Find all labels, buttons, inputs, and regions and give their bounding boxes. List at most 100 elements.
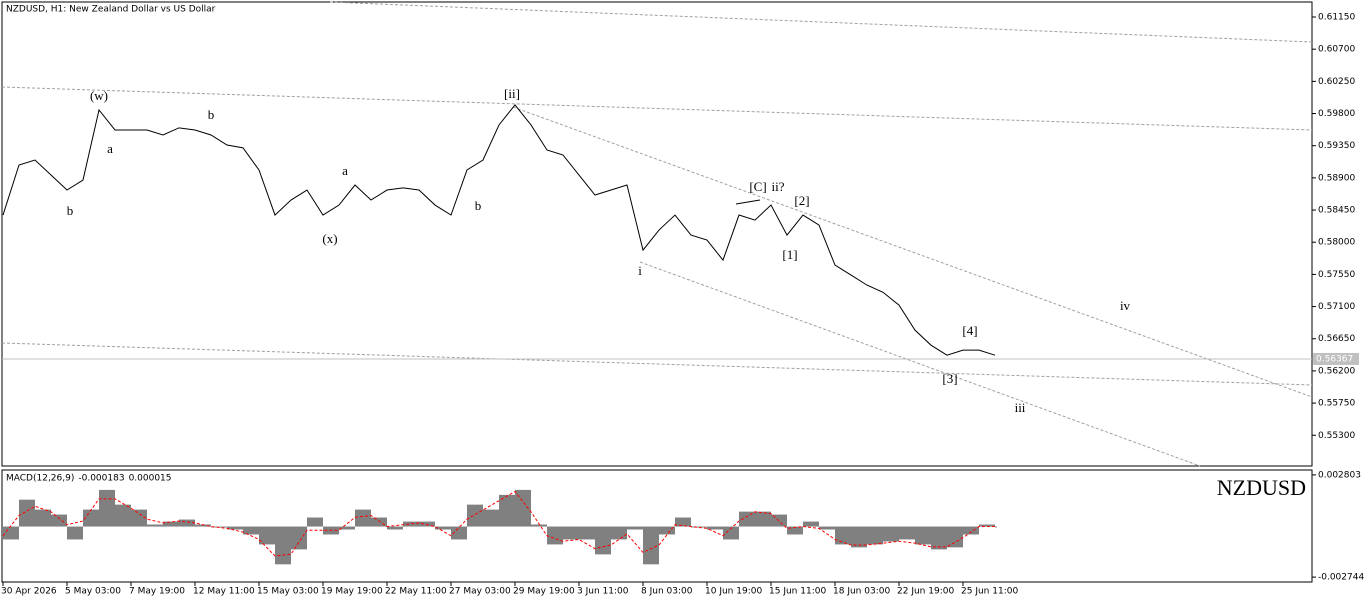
macd-bar (659, 526, 675, 535)
macd-bar (227, 526, 243, 530)
macd-bar (403, 521, 419, 527)
wave-label: a (342, 163, 348, 178)
macd-bar (259, 526, 275, 545)
y-tick-label: 0.57100 (1318, 302, 1355, 312)
y-tick-label: 0.59350 (1318, 141, 1355, 151)
x-tick-label: 15 Jun 11:00 (769, 587, 826, 597)
macd-bar (643, 526, 659, 565)
macd-bar (387, 526, 403, 530)
x-tick-label: 10 Jun 19:00 (705, 587, 762, 597)
x-tick-label: 5 May 03:00 (65, 587, 121, 597)
macd-bar (83, 509, 99, 527)
macd-bar (451, 526, 467, 540)
macd-bar (883, 526, 899, 542)
wave-line (735, 199, 761, 205)
x-tick-label: 18 Jun 03:00 (833, 587, 890, 597)
last-price-label: 0.56367 (1316, 354, 1353, 364)
wave-label: iii (1015, 400, 1026, 415)
macd-bar (787, 526, 803, 535)
x-tick-label: 22 Jun 19:00 (897, 587, 954, 597)
macd-bar (947, 526, 963, 548)
y-tick-label: 0.60700 (1318, 45, 1355, 55)
macd-value: -0.000183 (78, 474, 124, 484)
macd-bar (115, 504, 131, 527)
macd-bar (755, 511, 771, 527)
macd-bar (963, 526, 979, 535)
macd-bar (195, 524, 211, 527)
macd-bar (819, 526, 835, 530)
wave-label: b (208, 107, 215, 122)
y-tick-label: 0.61150 (1318, 13, 1355, 23)
macd-bar (723, 526, 739, 540)
wave-label: iv (1120, 298, 1131, 313)
wave-label: ii? (772, 179, 785, 194)
macd-bar (627, 526, 643, 530)
macd-bar (243, 526, 259, 535)
macd-bar (547, 526, 563, 545)
macd-bar (595, 526, 611, 555)
y-tick-label: 0.56650 (1318, 334, 1355, 344)
macd-bar (67, 526, 83, 540)
macd-bar (291, 526, 307, 550)
trend-line (1, 342, 1313, 386)
x-tick-label: 27 May 03:00 (449, 587, 511, 597)
y-tick-label: 0.60250 (1318, 77, 1355, 87)
trend-line (329, 1, 1313, 43)
macd-bar (803, 521, 819, 527)
y-tick-label: 0.58900 (1318, 173, 1355, 183)
macd-bar (851, 526, 867, 548)
x-tick-label: 12 May 11:00 (193, 587, 255, 597)
macd-bar (275, 526, 291, 565)
y-tick-label: 0.59800 (1318, 109, 1355, 119)
x-tick-label: 19 May 19:00 (321, 587, 383, 597)
macd-bar (931, 526, 947, 550)
macd-value: 0.000015 (129, 474, 172, 484)
x-tick-label: 22 May 11:00 (385, 587, 447, 597)
macd-bar (435, 526, 451, 530)
macd-bar (99, 489, 115, 527)
macd-bar (515, 489, 531, 527)
macd-bar (179, 519, 195, 527)
macd-bar (915, 526, 931, 545)
y-tick-label: 0.002803 (1318, 470, 1361, 480)
macd-bar (611, 526, 627, 540)
macd-bar (739, 511, 755, 527)
macd-bar (35, 509, 51, 527)
x-tick-label: 25 Jun 11:00 (961, 587, 1018, 597)
signal-line (2, 490, 995, 557)
macd-bar (579, 526, 595, 540)
wave-label: [C] (749, 179, 766, 194)
macd-bar (147, 524, 163, 527)
macd-bar (707, 526, 723, 530)
wave-label: [1] (782, 247, 797, 262)
macd-bar (355, 509, 371, 527)
macd-bar (563, 526, 579, 540)
macd-bar (163, 521, 179, 527)
wave-label: [2] (794, 193, 809, 208)
y-tick-label: 0.58450 (1318, 206, 1355, 216)
x-tick-label: 29 May 19:00 (513, 587, 575, 597)
macd-bar (131, 509, 147, 527)
macd-bar (979, 524, 995, 527)
x-tick-label: 7 May 19:00 (129, 587, 185, 597)
wave-label: b (475, 198, 482, 213)
y-tick-label: 0.57550 (1318, 270, 1355, 280)
wave-label: [4] (962, 323, 977, 338)
last-price-box (1313, 352, 1359, 365)
y-tick-label: 0.56200 (1318, 366, 1355, 376)
price-line (2, 104, 996, 356)
wave-label: [ii] (504, 86, 520, 101)
y-tick-label: 0.58000 (1318, 238, 1355, 248)
wave-label: a (107, 141, 113, 156)
trend-line (512, 106, 1313, 398)
x-tick-label: 8 Jun 03:00 (641, 587, 693, 597)
wave-label: (w) (90, 88, 108, 103)
macd-bar (835, 526, 851, 545)
macd-title: MACD(12,26,9) (6, 474, 74, 484)
macd-bar (3, 526, 19, 540)
y-tick-label: 0.55750 (1318, 399, 1355, 409)
macd-bar (339, 526, 355, 530)
wave-label: (x) (322, 231, 337, 246)
